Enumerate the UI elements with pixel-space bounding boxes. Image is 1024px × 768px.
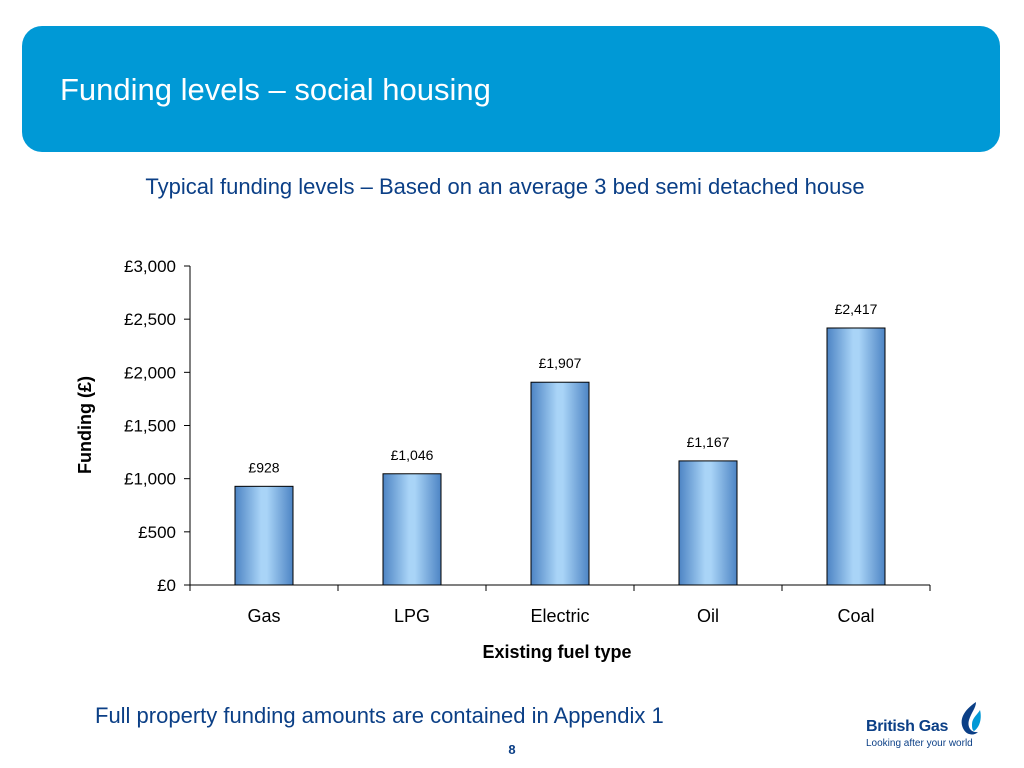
bar: [382, 473, 442, 586]
logo-name: British Gas: [866, 718, 949, 735]
x-tick-label: Coal: [837, 606, 874, 626]
title-banner: Funding levels – social housing: [22, 26, 1000, 152]
y-tick-label: £500: [138, 523, 176, 542]
slide-title: Funding levels – social housing: [60, 72, 491, 107]
data-label: £1,167: [687, 434, 730, 450]
x-tick-label: Oil: [697, 606, 719, 626]
y-tick-label: £1,000: [124, 470, 176, 489]
british-gas-logo: British Gas Looking after your world: [862, 698, 992, 756]
data-label: £1,907: [539, 355, 582, 371]
slide-subtitle: Typical funding levels – Based on an ave…: [145, 174, 865, 199]
bar: [826, 327, 886, 586]
y-tick-label: £3,000: [124, 257, 176, 276]
bar: [530, 381, 590, 586]
x-tick-label: Gas: [247, 606, 280, 626]
y-tick-label: £2,000: [124, 363, 176, 382]
bar: [234, 485, 294, 586]
page-number: 8: [508, 742, 516, 757]
y-tick-label: £2,500: [124, 310, 176, 329]
y-axis-title: Funding (£): [75, 376, 95, 474]
funding-bar-chart: £0 £500 £1,000 £1,500 £2,000 £2,500 £3,000 £92…: [75, 257, 931, 662]
y-tick-label: £1,500: [124, 417, 176, 436]
appendix-footnote: Full property funding amounts are contai…: [95, 703, 664, 728]
logo-tagline: Looking after your world: [866, 738, 973, 749]
x-axis-title: Existing fuel type: [482, 642, 631, 662]
x-tick-label: LPG: [394, 606, 430, 626]
y-tick-label: £0: [157, 576, 176, 595]
data-label: £1,046: [391, 447, 434, 463]
data-label: £2,417: [835, 301, 878, 317]
data-label: £928: [248, 459, 279, 475]
x-tick-label: Electric: [530, 606, 589, 626]
bar: [678, 460, 738, 586]
flame-icon: [961, 702, 981, 735]
